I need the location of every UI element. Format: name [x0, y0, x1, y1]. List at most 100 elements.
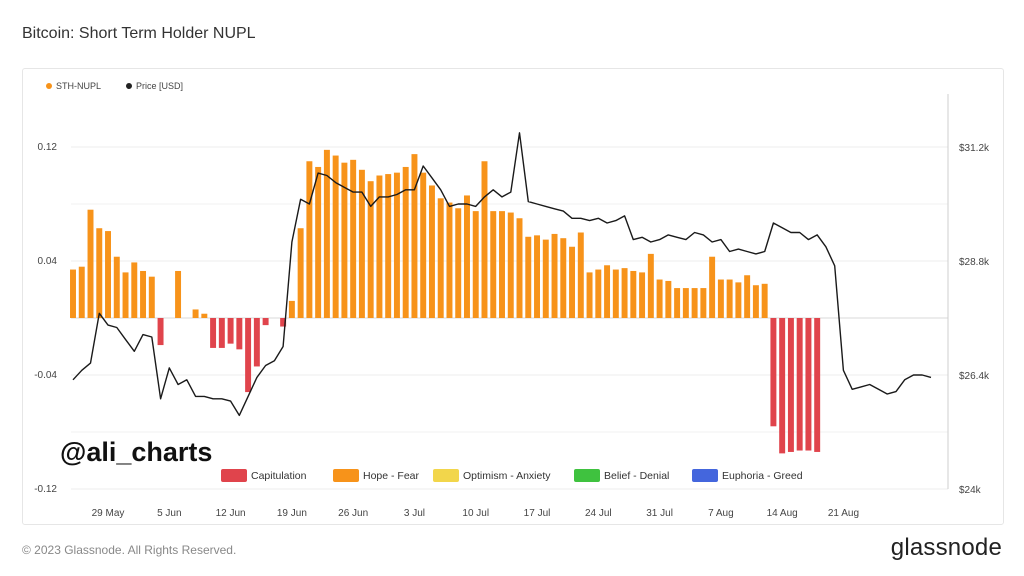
- x-tick-label: 5 Jun: [157, 508, 181, 519]
- sth-nupl-bar: [621, 268, 628, 318]
- sth-nupl-bar: [674, 288, 681, 318]
- sth-nupl-bar: [402, 166, 409, 318]
- band-legend-label: Euphoria - Greed: [722, 470, 803, 482]
- sth-nupl-bar: [341, 162, 348, 318]
- sth-nupl-bar: [542, 239, 549, 318]
- y-left-tick-label: 0.12: [38, 142, 58, 153]
- sth-nupl-bar: [113, 256, 120, 318]
- sth-nupl-bar: [499, 211, 505, 318]
- sth-nupl-bar: [560, 238, 567, 318]
- band-legend-swatch: [692, 469, 718, 482]
- sth-nupl-bar: [218, 318, 225, 348]
- sth-nupl-bar: [604, 265, 611, 318]
- sth-nupl-bar: [639, 272, 646, 318]
- sth-nupl-bar: [131, 262, 138, 318]
- sth-nupl-bar: [367, 181, 374, 318]
- band-legend-label: Hope - Fear: [363, 470, 420, 482]
- sth-nupl-bar: [630, 270, 637, 318]
- x-tick-label: 19 Jun: [277, 508, 307, 519]
- sth-nupl-bar: [96, 228, 103, 318]
- sth-nupl-bar: [761, 283, 768, 318]
- x-tick-label: 14 Aug: [767, 508, 798, 519]
- sth-nupl-bar: [315, 166, 322, 318]
- sth-nupl-bar: [323, 149, 330, 318]
- sth-nupl-bar: [717, 279, 724, 318]
- y-right-tick-label: $26.4k: [959, 371, 990, 382]
- sth-nupl-bar: [157, 318, 164, 346]
- legend-marker-sth-nupl: [46, 83, 52, 89]
- sth-nupl-bar: [709, 256, 716, 318]
- sth-nupl-bar: [210, 318, 217, 348]
- x-tick-label: 24 Jul: [585, 508, 612, 519]
- sth-nupl-bar: [455, 208, 462, 318]
- y-right-tick-label: $31.2k: [959, 143, 990, 154]
- sth-nupl-bar: [446, 202, 453, 318]
- sth-nupl-bar: [507, 212, 514, 318]
- sth-nupl-bar: [262, 318, 269, 326]
- y-left-tick-label: -0.04: [34, 370, 57, 381]
- sth-nupl-bar: [140, 270, 147, 318]
- sth-nupl-bar: [385, 174, 392, 318]
- x-tick-label: 12 Jun: [216, 508, 246, 519]
- x-tick-label: 10 Jul: [462, 508, 489, 519]
- sth-nupl-bar: [192, 309, 199, 318]
- chart-svg: 0.12 0.04 -0.04 -0.12 $31.2k $28.8k $26.4k $24k…: [34, 81, 990, 519]
- sth-nupl-bar: [245, 318, 252, 393]
- sth-nupl-bar: [227, 318, 234, 344]
- sth-nupl-bar: [464, 195, 470, 318]
- sth-nupl-bar: [481, 161, 488, 318]
- glassnode-logo: glassnode: [890, 534, 1002, 561]
- sth-nupl-bar: [297, 228, 304, 318]
- x-tick-label: 26 Jun: [338, 508, 368, 519]
- legend-label-price: Price [USD]: [136, 81, 183, 91]
- sth-nupl-bar: [516, 218, 523, 318]
- sth-nupl-bar: [805, 318, 812, 451]
- y-right-tick-label: $24k: [959, 485, 982, 496]
- sth-nupl-bar: [569, 246, 576, 318]
- band-legend-swatch: [574, 469, 600, 482]
- sth-nupl-bar: [595, 269, 602, 318]
- band-legend-swatch: [333, 469, 359, 482]
- sth-nupl-bar: [796, 318, 803, 451]
- band-legend-swatch: [221, 469, 247, 482]
- sth-nupl-bar: [122, 272, 129, 318]
- x-tick-label: 29 May: [92, 508, 125, 519]
- x-tick-label: 3 Jul: [404, 508, 425, 519]
- band-legend-swatch: [433, 469, 459, 482]
- sth-nupl-bar: [236, 318, 243, 350]
- page-title: Bitcoin: Short Term Holder NUPL: [22, 25, 256, 42]
- x-tick-label: 31 Jul: [646, 508, 673, 519]
- sth-nupl-bar: [735, 282, 742, 318]
- sth-nupl-bar: [744, 275, 751, 318]
- sth-nupl-bar: [70, 269, 76, 318]
- sth-nupl-bar: [551, 233, 558, 318]
- band-legend-label: Belief - Denial: [604, 470, 669, 482]
- sth-nupl-bar: [656, 279, 663, 318]
- band-legend-label: Optimism - Anxiety: [463, 470, 551, 482]
- sth-nupl-bar: [358, 169, 365, 318]
- sth-nupl-bar: [87, 209, 94, 318]
- sth-nupl-bar: [682, 288, 689, 318]
- band-legend-label: Capitulation: [251, 470, 307, 482]
- sth-nupl-bar: [201, 313, 208, 318]
- watermark-text: @ali_charts: [60, 437, 212, 467]
- sth-nupl-bar: [288, 300, 295, 318]
- sth-nupl-bar: [175, 270, 182, 318]
- sth-nupl-bar: [428, 185, 435, 318]
- sth-nupl-bar: [350, 159, 357, 318]
- y-left-tick-label: 0.04: [38, 256, 58, 267]
- sth-nupl-bar: [700, 288, 707, 318]
- sth-nupl-bar: [306, 161, 313, 318]
- sth-nupl-bar: [525, 236, 532, 318]
- y-right-tick-label: $28.8k: [959, 257, 990, 268]
- legend-marker-price: [126, 83, 132, 89]
- sth-nupl-bar: [280, 318, 287, 327]
- chart-frame: 0.12 0.04 -0.04 -0.12 $31.2k $28.8k $26.4k $24k…: [22, 68, 1004, 525]
- y-left-tick-label: -0.12: [34, 484, 57, 495]
- sth-nupl-bar: [814, 318, 821, 452]
- sth-nupl-bar: [437, 198, 444, 318]
- sth-nupl-bar: [490, 211, 497, 318]
- copyright-text: © 2023 Glassnode. All Rights Reserved.: [22, 543, 237, 557]
- x-tick-label: 17 Jul: [524, 508, 551, 519]
- legend-label-sth-nupl: STH-NUPL: [56, 81, 101, 91]
